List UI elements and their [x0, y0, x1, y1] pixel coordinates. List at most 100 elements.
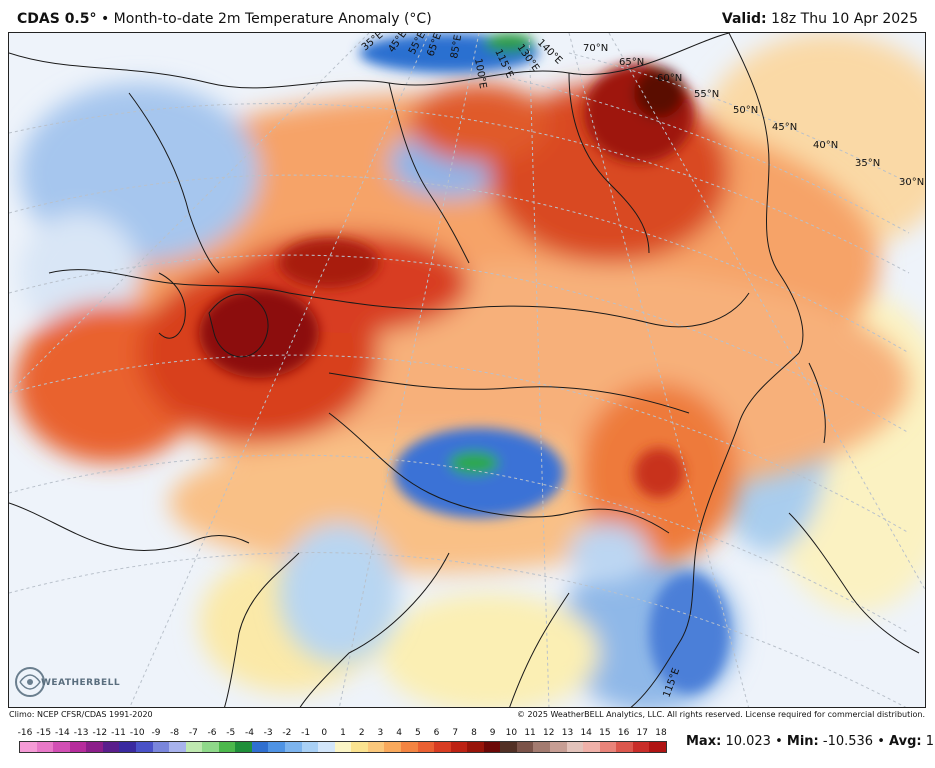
colorbar-segment	[566, 742, 584, 752]
colorbar-segment	[69, 742, 87, 752]
colorbar-segment	[102, 742, 120, 752]
colorbar-legend: -16 -15 -14 -13 -12 -11 -10 -9 -8 -7 -6 -5 -4 -3 -2 -1 0…	[18, 728, 667, 763]
colorbar-tick-label: -8	[170, 728, 180, 738]
colorbar-tick-label: 5	[414, 728, 421, 738]
lat-label-30: 30°N	[899, 177, 924, 188]
colorbar-tick-label: 17	[636, 728, 649, 738]
colorbar-tick-label: -6	[207, 728, 217, 738]
colorbar-tick-label: 8	[471, 728, 477, 738]
colorbar-segment	[36, 742, 54, 752]
lat-label-65: 65°N	[619, 57, 644, 68]
colorbar-tick-label: 0	[321, 728, 328, 738]
colorbar-segment	[583, 742, 600, 752]
lat-label-45: 45°N	[772, 122, 797, 133]
colorbar-segment	[384, 742, 401, 752]
colorbar-segment	[351, 742, 368, 752]
stats-bullet-1: •	[775, 734, 783, 749]
colorbar-segment	[367, 742, 385, 752]
colorbar-tick-label: -1	[301, 728, 311, 738]
colorbar-segment	[483, 742, 501, 752]
product-name: CDAS 0.5°	[17, 11, 97, 27]
title-separator: •	[100, 11, 110, 27]
graticule	[9, 33, 925, 707]
avg-value: 1.269	[925, 734, 935, 749]
colorbar-ticks: -16 -15 -14 -13 -12 -11 -10 -9 -8 -7 -6 -5 -4 -3 -2 -1 0…	[18, 728, 667, 740]
map-canvas: 70°N 65°N 60°N 55°N 50°N 45°N 40°N 35°N …	[9, 33, 925, 707]
colorbar-segment	[20, 742, 37, 752]
colorbar-segment	[152, 742, 170, 752]
colorbar-tick-label: -14	[55, 728, 70, 738]
colorbar-segment	[649, 742, 666, 752]
colorbar-tick-label: -3	[263, 728, 273, 738]
colorbar-segment	[599, 742, 617, 752]
colorbar-bar	[19, 741, 667, 753]
colorbar-tick-label: -5	[226, 728, 236, 738]
lon-label-100e: 100°E	[472, 58, 488, 90]
valid-label: Valid:	[721, 11, 767, 27]
stats-bullet-2: •	[877, 734, 885, 749]
lon-label-85e: 85°E	[449, 34, 464, 60]
colorbar-tick-label: 9	[489, 728, 496, 738]
anomaly-map: 70°N 65°N 60°N 55°N 50°N 45°N 40°N 35°N …	[8, 32, 926, 708]
colorbar-segment	[301, 742, 319, 752]
coastlines-borders	[9, 33, 920, 707]
colorbar-tick-label: 14	[580, 728, 592, 738]
colorbar-tick-label: -10	[129, 728, 145, 738]
weatherbell-logo: WEATHERBELL	[14, 662, 120, 702]
header: CDAS 0.5° • Month-to-date 2m Temperature…	[0, 0, 935, 32]
colorbar-tick-label: 7	[452, 728, 459, 738]
max-label: Max:	[686, 734, 722, 749]
valid-value: 18z Thu 10 Apr 2025	[771, 11, 918, 27]
colorbar-tick-label: 13	[561, 728, 574, 738]
colorbar-segment	[400, 742, 418, 752]
colorbar-tick-label: -13	[73, 728, 89, 738]
colorbar-segment	[616, 742, 633, 752]
max-value: 10.023	[725, 734, 771, 749]
colorbar-segment	[53, 742, 70, 752]
colorbar-segment	[218, 742, 236, 752]
colorbar-tick-label: 3	[377, 728, 384, 738]
map-title: CDAS 0.5° • Month-to-date 2m Temperature…	[17, 11, 432, 27]
colorbar-segment	[202, 742, 219, 752]
colorbar-tick-label: -15	[36, 728, 52, 738]
colorbar-segment	[516, 742, 534, 752]
copyright-note: © 2025 WeatherBELL Analytics, LLC. All r…	[517, 710, 925, 719]
colorbar-tick-label: -7	[188, 728, 198, 738]
colorbar-tick-label: -12	[92, 728, 108, 738]
colorbar-segment	[235, 742, 252, 752]
colorbar-segment	[334, 742, 352, 752]
colorbar-tick-label: 18	[655, 728, 667, 738]
colorbar-segment	[500, 742, 517, 752]
field-stats: Max: 10.023 • Min: -10.536 • Avg: 1.269	[686, 734, 935, 749]
colorbar-segment	[467, 742, 484, 752]
colorbar-tick-label: -2	[282, 728, 292, 738]
colorbar-tick-label: -9	[151, 728, 161, 738]
colorbar-tick-label: 4	[396, 728, 402, 738]
colorbar-segment	[533, 742, 550, 752]
colorbar-segment	[318, 742, 335, 752]
colorbar-segment	[185, 742, 203, 752]
colorbar-tick-label: 16	[617, 728, 630, 738]
colorbar-tick-label: 15	[599, 728, 611, 738]
lat-label-60: 60°N	[657, 73, 682, 84]
min-label: Min:	[786, 734, 819, 749]
lat-label-50: 50°N	[733, 105, 758, 116]
colorbar-segment	[268, 742, 285, 752]
colorbar-tick-label: 12	[543, 728, 555, 738]
valid-time: Valid: 18z Thu 10 Apr 2025	[722, 11, 918, 27]
colorbar-segment	[285, 742, 302, 752]
lat-label-40: 40°N	[813, 140, 838, 151]
colorbar-segment	[450, 742, 468, 752]
colorbar-segment	[632, 742, 650, 752]
title-text: Month-to-date 2m Temperature Anomaly (°C…	[113, 11, 432, 27]
colorbar-segment	[251, 742, 269, 752]
lat-label-70: 70°N	[583, 43, 608, 54]
avg-label: Avg:	[889, 734, 922, 749]
colorbar-tick-label: 11	[524, 728, 536, 738]
min-value: -10.536	[822, 734, 874, 749]
colorbar-tick-label: 10	[505, 728, 518, 738]
colorbar-tick-label: 6	[433, 728, 440, 738]
colorbar-tick-label: -4	[244, 728, 254, 738]
colorbar-segment	[550, 742, 567, 752]
colorbar-segment	[119, 742, 136, 752]
